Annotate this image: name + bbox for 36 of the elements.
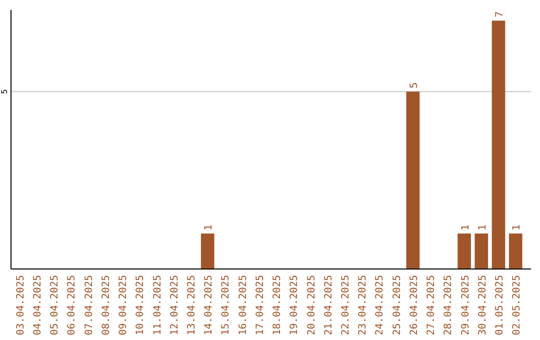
data-label: 7	[494, 11, 506, 18]
x-tick-label: 10.04.2025	[135, 275, 146, 336]
data-label: 1	[477, 224, 488, 231]
x-tick-label: 27.04.2025	[426, 275, 438, 336]
x-tick-label: 21.04.2025	[323, 275, 334, 336]
x-tick-label: 01.05.2025	[494, 275, 506, 336]
x-tick-label: 17.04.2025	[254, 275, 266, 336]
x-tick-label: 07.04.2025	[84, 275, 95, 336]
x-tick-label: 29.04.2025	[460, 275, 472, 336]
x-tick-label: 12.04.2025	[169, 275, 180, 336]
x-tick-label: 14.04.2025	[204, 275, 215, 336]
x-tick-label: 23.04.2025	[358, 275, 369, 336]
x-tick-label: 05.04.2025	[50, 275, 61, 336]
x-tick-label: 02.05.2025	[512, 275, 523, 336]
data-label: 1	[512, 224, 523, 231]
x-tick-label: 24.04.2025	[374, 275, 386, 336]
x-tick-label: 26.04.2025	[408, 275, 420, 336]
x-tick-label: 19.04.2025	[289, 275, 300, 336]
x-tick-label: 03.04.2025	[15, 275, 26, 336]
x-tick-label: 20.04.2025	[306, 275, 318, 336]
x-tick-label: 25.04.2025	[392, 275, 403, 336]
x-tick-label: 09.04.2025	[118, 275, 130, 336]
x-tick-label: 13.04.2025	[186, 275, 198, 336]
data-label: 1	[204, 224, 215, 231]
x-tick-label: 30.04.2025	[477, 275, 488, 336]
x-tick-label: 06.04.2025	[66, 275, 78, 336]
data-label: 1	[460, 224, 472, 231]
x-tick-label: 08.04.2025	[100, 275, 112, 336]
data-label: 5	[408, 82, 420, 89]
x-tick-label: 28.04.2025	[443, 275, 454, 336]
x-tick-label: 18.04.2025	[272, 275, 284, 336]
x-tick-label: 16.04.2025	[238, 275, 249, 336]
x-tick-label: 11.04.2025	[152, 275, 164, 336]
x-tick-label: 04.04.2025	[32, 275, 44, 336]
x-tick-label: 22.04.2025	[340, 275, 352, 336]
x-tick-label: 15.04.2025	[220, 275, 232, 336]
